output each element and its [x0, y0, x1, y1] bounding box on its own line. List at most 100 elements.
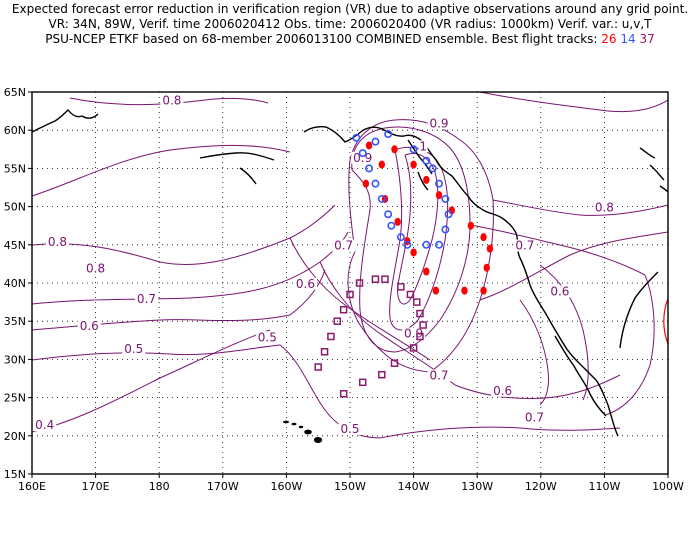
gridlines: [32, 92, 668, 474]
track-26-point: [486, 244, 494, 253]
x-tick-label: 140W: [398, 480, 430, 493]
track-37-point: [339, 305, 348, 314]
contour-label: 0.6: [550, 284, 569, 298]
contour-label-bg: [351, 151, 375, 164]
contour-label-bg: [402, 327, 426, 340]
contour-label-bg: [418, 140, 428, 153]
y-tick-label: 60N: [4, 124, 26, 137]
track-14-point: [422, 240, 431, 249]
y-tick-label: 65N: [4, 86, 26, 99]
flight-track-14: [352, 130, 453, 249]
contour-label: 0.6: [493, 384, 512, 398]
x-tick-label: 120W: [525, 480, 557, 493]
x-tick-label: 100W: [652, 480, 684, 493]
contour-label: 0.7: [525, 411, 544, 425]
track-37-point: [371, 275, 380, 283]
track-37-point: [333, 317, 342, 325]
contour-label: 0.7: [334, 239, 353, 253]
contour-label: 0.8: [162, 93, 181, 107]
track-14-point: [384, 130, 393, 139]
x-tick-label: 110W: [588, 480, 620, 493]
contour-label-bg: [160, 94, 184, 107]
coastlines: [32, 108, 668, 437]
x-tick-label: 160W: [270, 480, 302, 493]
contour-label-bg: [45, 235, 69, 248]
track-37-point: [406, 290, 415, 299]
contour-label-bg: [427, 369, 451, 382]
track-14-point: [428, 164, 437, 173]
contour-label: 0.9: [404, 326, 423, 340]
contour-labels: 0.80.80.80.70.60.50.50.40.60.70.910.90.9…: [33, 93, 616, 436]
track-14-point: [371, 137, 380, 146]
track-26-point: [467, 221, 475, 230]
track-14-point: [365, 164, 374, 173]
track-26-point: [435, 191, 443, 200]
y-tick-label: 50N: [4, 201, 26, 214]
contour-label: 0.9: [429, 116, 448, 130]
track-14-point: [352, 133, 361, 142]
x-tick-label: 160E: [18, 480, 46, 493]
contour-label-bg: [338, 422, 362, 435]
contour-label: 0.5: [258, 330, 277, 344]
contour-label-bg: [548, 285, 572, 298]
track-id-blue: 14: [620, 32, 636, 46]
contour-label: 0.9: [353, 151, 372, 165]
contour-label-bg: [522, 411, 546, 424]
track-14-point: [409, 145, 418, 154]
track-14-point: [371, 179, 380, 188]
header-line-3: PSU-NCEP ETKF based on 68-member 2006013…: [0, 32, 700, 47]
contour-label: 0.8: [48, 235, 67, 249]
y-tick-label: 15N: [4, 468, 26, 481]
track-37-point: [339, 390, 348, 398]
track-26-point: [391, 145, 398, 154]
track-37-point: [409, 344, 418, 352]
contour-label-bg: [84, 262, 108, 275]
y-tick-label: 30N: [4, 353, 26, 366]
track-37-point: [346, 290, 354, 299]
track-26-point: [410, 248, 417, 257]
y-tick-label: 55N: [4, 162, 26, 175]
track-26-point: [365, 141, 373, 150]
contour-label: 0.6: [296, 277, 315, 291]
contour-label-bg: [293, 277, 317, 290]
track-26-point: [394, 217, 401, 226]
track-26-point: [480, 233, 487, 242]
track-26-point: [480, 286, 487, 295]
contour-label: 1: [419, 139, 427, 153]
contour-label: 0.5: [340, 422, 359, 436]
track-37-point: [320, 348, 329, 356]
track-37-point: [358, 378, 367, 387]
contour-label: 0.7: [137, 292, 156, 306]
track-37-point: [397, 283, 405, 291]
track-14-point: [435, 240, 444, 249]
track-37-point: [413, 298, 421, 306]
contour-label-bg: [491, 384, 515, 397]
x-tick-label: 150W: [334, 480, 366, 493]
track-26-point: [378, 160, 385, 169]
track-14-point: [441, 194, 450, 203]
track-14-point: [396, 233, 405, 242]
x-tick-label: 170W: [207, 480, 239, 493]
track-26-point: [432, 286, 440, 295]
contour-label: 0.8: [86, 262, 105, 276]
y-tick-label: 25N: [4, 392, 26, 405]
y-tick-label: 45N: [4, 239, 26, 252]
contour-label-bg: [427, 117, 451, 130]
contour-label-bg: [513, 239, 537, 252]
contour-label-bg: [255, 331, 279, 344]
track-37-point: [314, 363, 322, 371]
chart-header: Expected forecast error reduction in ver…: [0, 2, 700, 47]
track-14-point: [358, 149, 367, 158]
verification-region-circle: [663, 296, 668, 346]
contour-label-bg: [122, 342, 146, 355]
track-26-point: [410, 160, 417, 169]
y-axis-ticks: 15N 20N 25N 30N 35N 40N 45N 50N 55N 60N 65N: [4, 86, 32, 481]
track-14-point: [377, 194, 386, 203]
track-14-point: [441, 225, 450, 234]
track-26-point: [483, 263, 490, 272]
contour-label-bg: [592, 201, 616, 214]
contour-label: 0.6: [80, 319, 99, 333]
track-14-point: [403, 240, 412, 249]
y-tick-label: 20N: [4, 430, 26, 443]
